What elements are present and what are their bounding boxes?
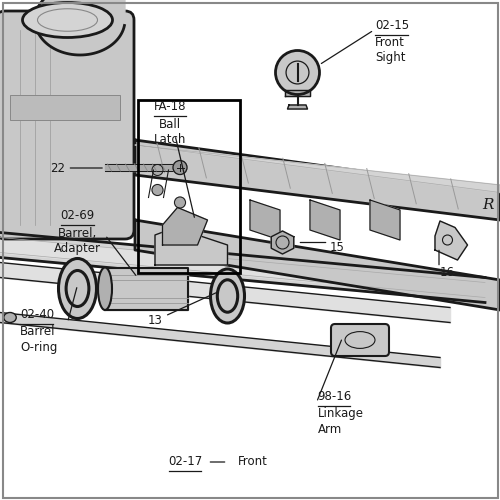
Circle shape (173, 160, 187, 174)
Text: Linkage: Linkage (318, 408, 364, 420)
Ellipse shape (4, 312, 16, 322)
Text: 22: 22 (50, 162, 65, 174)
Text: 98-16: 98-16 (318, 390, 352, 403)
Text: 13: 13 (148, 314, 162, 326)
Text: Front: Front (375, 36, 405, 49)
Text: Latch: Latch (154, 133, 186, 146)
Circle shape (276, 50, 320, 94)
Polygon shape (271, 231, 294, 254)
Polygon shape (288, 105, 308, 109)
Text: Ball: Ball (159, 118, 181, 130)
FancyBboxPatch shape (0, 11, 134, 239)
Ellipse shape (58, 258, 96, 318)
Polygon shape (162, 208, 208, 245)
Polygon shape (135, 145, 500, 192)
Polygon shape (285, 90, 310, 96)
Text: FA-18: FA-18 (154, 100, 186, 113)
Polygon shape (105, 268, 188, 310)
Polygon shape (135, 220, 500, 310)
Polygon shape (135, 140, 500, 220)
Text: 02-17: 02-17 (168, 455, 202, 468)
Text: Front: Front (238, 455, 268, 468)
Text: 15: 15 (330, 241, 345, 254)
Text: 02-40: 02-40 (20, 308, 54, 320)
Circle shape (152, 164, 163, 175)
Text: R: R (482, 198, 494, 212)
Text: 02-15: 02-15 (375, 19, 409, 32)
Polygon shape (435, 221, 468, 260)
Polygon shape (155, 228, 228, 265)
Text: 16: 16 (440, 266, 455, 279)
Text: 02-69: 02-69 (60, 209, 94, 222)
FancyBboxPatch shape (331, 324, 389, 356)
Polygon shape (310, 200, 340, 240)
Bar (138, 100, 240, 272)
Bar (10, 95, 120, 120)
Text: Arm: Arm (318, 423, 342, 436)
Circle shape (152, 184, 163, 196)
Text: Barrel: Barrel (20, 325, 56, 338)
Circle shape (174, 197, 186, 208)
Text: O-ring: O-ring (20, 340, 58, 353)
Text: Barrel,: Barrel, (58, 226, 97, 239)
Text: Adapter: Adapter (54, 242, 101, 255)
Text: Sight: Sight (375, 52, 406, 64)
Ellipse shape (210, 269, 244, 323)
Ellipse shape (22, 2, 112, 37)
Polygon shape (370, 200, 400, 240)
Polygon shape (250, 200, 280, 240)
Ellipse shape (98, 268, 112, 310)
